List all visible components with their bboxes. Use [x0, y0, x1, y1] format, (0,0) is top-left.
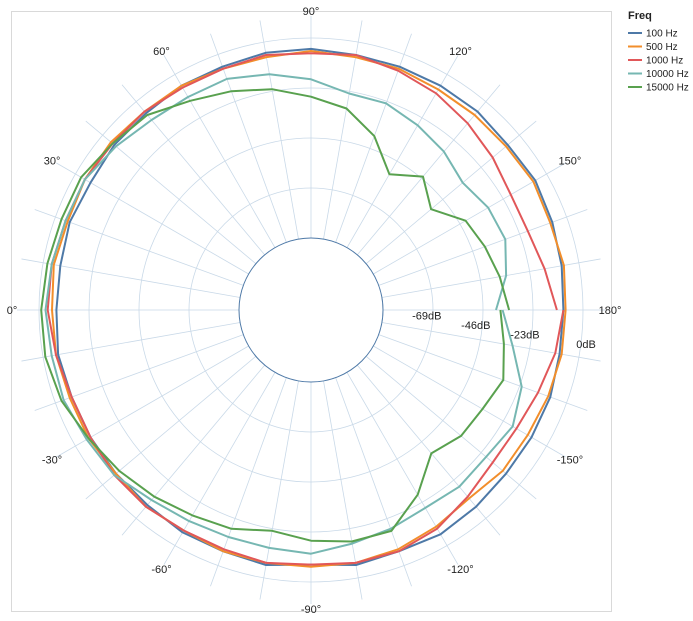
series-line-500-hz — [51, 50, 567, 568]
angle-tick-label: 30° — [44, 156, 61, 168]
legend-entry: 15000 Hz — [646, 83, 689, 94]
legend-entry: 1000 Hz — [646, 56, 683, 67]
angle-tick-label: -30° — [42, 455, 62, 467]
angle-tick-label: -120° — [447, 564, 473, 576]
inner-circle — [238, 237, 384, 383]
radial-tick-label: 0dB — [576, 339, 596, 351]
legend-entry: 10000 Hz — [646, 69, 689, 80]
grid-spoke — [356, 84, 501, 256]
radial-tick-label: -23dB — [510, 329, 539, 341]
radial-tick-label: -69dB — [412, 310, 441, 322]
radial-tick-label: -46dB — [461, 320, 490, 332]
angle-tick-label: -60° — [151, 564, 171, 576]
grid-spoke — [365, 355, 537, 500]
legend: Freq 100 Hz 500 Hz 1000 Hz 10000 Hz 15000 Hz — [628, 10, 689, 94]
legend-entry: 100 Hz — [646, 29, 678, 40]
polar-grid — [17, 16, 605, 604]
grid-spoke — [378, 334, 588, 411]
angle-tick-label: 60° — [153, 46, 170, 58]
angle-tick-label: -150° — [557, 455, 583, 467]
legend-title: Freq — [628, 10, 652, 22]
legend-entry: 500 Hz — [646, 42, 678, 53]
grid-spoke — [381, 322, 601, 362]
series-line-10000-hz — [44, 73, 523, 555]
series-line-15000-hz — [40, 88, 511, 543]
grid-spoke — [346, 55, 459, 248]
angle-tick-label: 0° — [7, 305, 18, 317]
series-line-1000-hz — [46, 52, 565, 566]
axis-labels: 90° 120° 150° 180° -150° -120° -90° -60° -30° 0° 3… — [7, 6, 622, 616]
grid-spoke — [373, 345, 566, 458]
angle-tick-label: 90° — [303, 6, 320, 18]
angle-tick-label: 120° — [449, 46, 472, 58]
angle-tick-label: -90° — [301, 604, 321, 616]
angle-tick-label: 180° — [599, 305, 622, 317]
series-lines — [40, 47, 567, 568]
angle-tick-label: 150° — [559, 156, 582, 168]
grid-spoke — [56, 162, 249, 275]
grid-spoke — [346, 372, 459, 565]
series-line-100-hz — [55, 47, 565, 566]
grid-spoke — [21, 258, 241, 298]
